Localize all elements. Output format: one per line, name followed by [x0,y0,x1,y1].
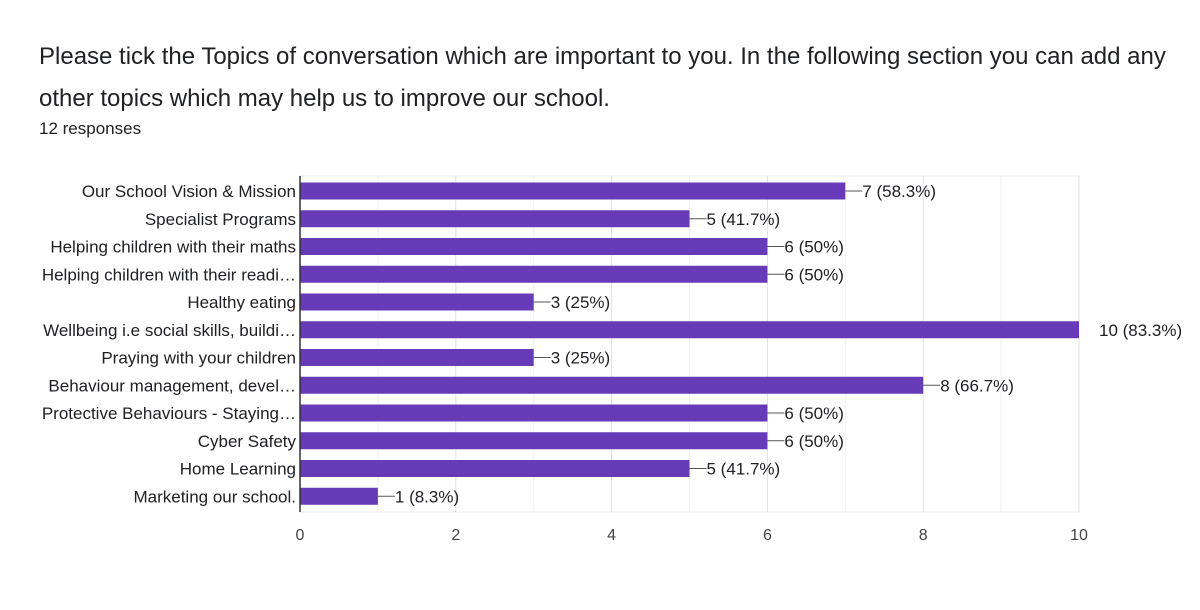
category-label: Cyber Safety [198,432,297,451]
category-label: Healthy eating [187,293,296,312]
category-label: Helping children with their readi… [42,265,296,284]
bar [300,293,534,311]
data-label: 6 (50%) [784,265,844,284]
data-label: 10 (83.3%) [1099,321,1182,340]
x-tick-label: 4 [607,527,616,544]
x-tick-label: 2 [451,527,460,544]
bar [300,321,1079,339]
category-label: Protective Behaviours - Staying… [42,404,296,423]
bar [300,404,768,422]
data-label: 6 (50%) [784,238,844,257]
category-label: Our School Vision & Mission [82,182,296,201]
category-label: Marketing our school. [133,487,296,506]
x-tick-label: 8 [919,527,928,544]
response-count: 12 responses [39,119,142,138]
x-tick-label: 10 [1070,527,1088,544]
bar [300,487,378,505]
data-label: 3 (25%) [551,293,611,312]
data-label: 7 (58.3%) [862,182,936,201]
data-label: 5 (41.7%) [707,460,781,479]
data-label: 6 (50%) [784,432,844,451]
category-label: Home Learning [180,460,296,479]
bar [300,460,690,477]
data-label: 3 (25%) [551,349,611,368]
category-label: Specialist Programs [145,210,296,229]
data-label: 1 (8.3%) [395,487,459,506]
data-label: 8 (66.7%) [940,376,1014,395]
question-title: Please tick the Topics of conversation w… [39,43,1166,112]
bar [300,349,534,366]
bar [300,210,690,228]
category-label: Behaviour management, devel… [48,376,296,395]
category-label: Wellbeing i.e social skills, buildi… [43,321,296,340]
data-label: 6 (50%) [784,404,844,423]
bar [300,376,924,394]
category-label: Praying with your children [101,349,296,368]
data-label: 5 (41.7%) [707,210,781,229]
bar [300,265,768,283]
category-label: Helping children with their maths [50,238,296,257]
bar [300,432,768,450]
bar [300,238,768,255]
bar [300,182,846,200]
x-tick-label: 0 [296,527,305,544]
x-tick-label: 6 [763,527,772,544]
